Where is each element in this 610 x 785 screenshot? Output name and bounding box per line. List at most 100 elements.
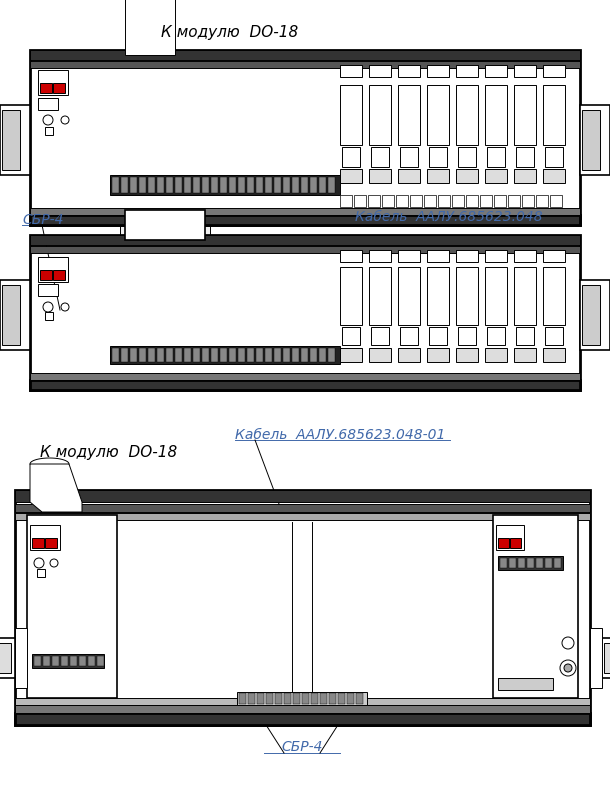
Bar (485, 169, 507, 183)
Bar (30, 50, 580, 60)
Bar (15, 698, 590, 705)
Bar (516, 147, 534, 167)
Bar (602, 638, 610, 678)
Bar (543, 250, 565, 262)
Bar (125, 210, 205, 240)
Bar (37, 569, 45, 577)
Bar (202, 177, 209, 193)
Bar (338, 693, 345, 704)
Bar (211, 177, 218, 193)
Bar (452, 195, 464, 207)
Bar (369, 169, 391, 183)
Bar (15, 490, 590, 725)
Bar (112, 177, 119, 193)
Bar (400, 147, 418, 167)
Bar (340, 267, 362, 325)
Bar (369, 250, 391, 262)
Bar (283, 177, 290, 193)
Bar (369, 65, 391, 77)
Text: Кабель  ААЛУ.685623.048: Кабель ААЛУ.685623.048 (355, 210, 543, 224)
Bar (125, 0, 175, 55)
Bar (514, 169, 536, 183)
Bar (580, 105, 610, 175)
Bar (310, 348, 317, 362)
Bar (320, 693, 327, 704)
Bar (527, 558, 534, 568)
Bar (15, 513, 590, 520)
Bar (248, 693, 255, 704)
Bar (456, 65, 478, 77)
Bar (427, 250, 449, 262)
Bar (500, 558, 507, 568)
Bar (112, 348, 119, 362)
Bar (175, 348, 182, 362)
Bar (15, 705, 590, 713)
Bar (157, 348, 164, 362)
Bar (34, 656, 41, 666)
Bar (30, 50, 580, 225)
Bar (340, 85, 362, 145)
Bar (310, 177, 317, 193)
Bar (536, 558, 543, 568)
Bar (466, 195, 478, 207)
Bar (398, 348, 420, 362)
Circle shape (43, 302, 53, 312)
Bar (32, 654, 104, 668)
Bar (480, 195, 492, 207)
Bar (32, 538, 44, 548)
Bar (53, 270, 65, 280)
Text: СБР-4: СБР-4 (281, 740, 323, 754)
Bar (319, 177, 326, 193)
Bar (283, 348, 290, 362)
Circle shape (560, 660, 576, 676)
Bar (545, 327, 563, 345)
Bar (514, 65, 536, 77)
Polygon shape (30, 464, 82, 512)
Bar (229, 177, 236, 193)
Bar (0, 638, 15, 678)
Polygon shape (117, 520, 493, 705)
Bar (110, 346, 340, 364)
Bar (97, 656, 104, 666)
Bar (371, 147, 389, 167)
Bar (369, 348, 391, 362)
Bar (30, 525, 60, 550)
Bar (274, 177, 281, 193)
Bar (38, 257, 68, 282)
Bar (369, 267, 391, 325)
Bar (340, 348, 362, 362)
Bar (53, 83, 65, 93)
Bar (0, 643, 11, 673)
Bar (70, 656, 77, 666)
Bar (545, 147, 563, 167)
Bar (398, 169, 420, 183)
Bar (342, 327, 360, 345)
Text: К модулю  DO-18: К модулю DO-18 (40, 444, 178, 459)
Bar (175, 177, 182, 193)
Bar (30, 208, 580, 215)
Bar (427, 267, 449, 325)
Bar (193, 348, 200, 362)
Bar (292, 177, 299, 193)
Bar (38, 284, 58, 296)
Bar (487, 147, 505, 167)
Bar (30, 246, 580, 253)
Bar (458, 147, 476, 167)
Bar (543, 348, 565, 362)
Bar (398, 250, 420, 262)
Bar (30, 373, 580, 380)
Bar (456, 267, 478, 325)
Bar (220, 177, 227, 193)
Bar (257, 693, 264, 704)
Bar (293, 693, 300, 704)
Bar (580, 280, 610, 350)
Bar (220, 348, 227, 362)
Bar (516, 327, 534, 345)
Bar (30, 61, 580, 68)
Bar (487, 327, 505, 345)
Bar (554, 558, 561, 568)
Circle shape (61, 303, 69, 311)
Bar (347, 693, 354, 704)
Circle shape (43, 115, 53, 125)
Bar (458, 327, 476, 345)
